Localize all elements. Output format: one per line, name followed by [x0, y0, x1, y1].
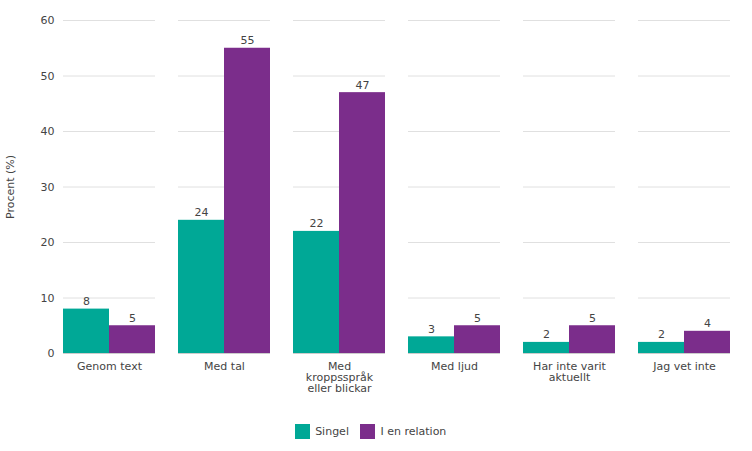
- html-text:Singel: Singel: [315, 425, 349, 438]
- svg-text:Genom text: Genom text: [77, 360, 143, 373]
- svg-text:24: 24: [195, 206, 209, 219]
- svg-text:30: 30: [41, 181, 55, 194]
- svg-text:50: 50: [41, 70, 55, 83]
- svg-text:10: 10: [41, 292, 55, 305]
- svg-text:4: 4: [704, 317, 711, 330]
- svg-text:2: 2: [543, 328, 550, 341]
- svg-text:3: 3: [428, 323, 435, 336]
- svg-text:8: 8: [83, 295, 90, 308]
- svg-text:Har inte varitaktuellt: Har inte varitaktuellt: [533, 360, 606, 384]
- svg-text:47: 47: [356, 79, 370, 92]
- svg-text:Medkroppsspråkeller blickar: Medkroppsspråkeller blickar: [306, 360, 374, 395]
- html-text:I en relation: I en relation: [380, 425, 447, 438]
- svg-text:Jag vet inte: Jag vet inte: [652, 360, 716, 373]
- svg-text:Med tal: Med tal: [204, 360, 245, 373]
- svg-text:2: 2: [658, 328, 665, 341]
- svg-text:5: 5: [129, 312, 136, 325]
- svg-text:5: 5: [589, 312, 596, 325]
- svg-text:20: 20: [41, 236, 55, 249]
- svg-text:22: 22: [310, 217, 324, 230]
- svg-text:60: 60: [41, 14, 55, 27]
- svg-text:Med ljud: Med ljud: [431, 360, 478, 373]
- svg-text:55: 55: [241, 34, 255, 47]
- svg-text:Procent (%): Procent (%): [4, 155, 17, 219]
- svg-text:5: 5: [474, 312, 481, 325]
- svg-text:0: 0: [48, 347, 55, 360]
- svg-text:40: 40: [41, 125, 55, 138]
